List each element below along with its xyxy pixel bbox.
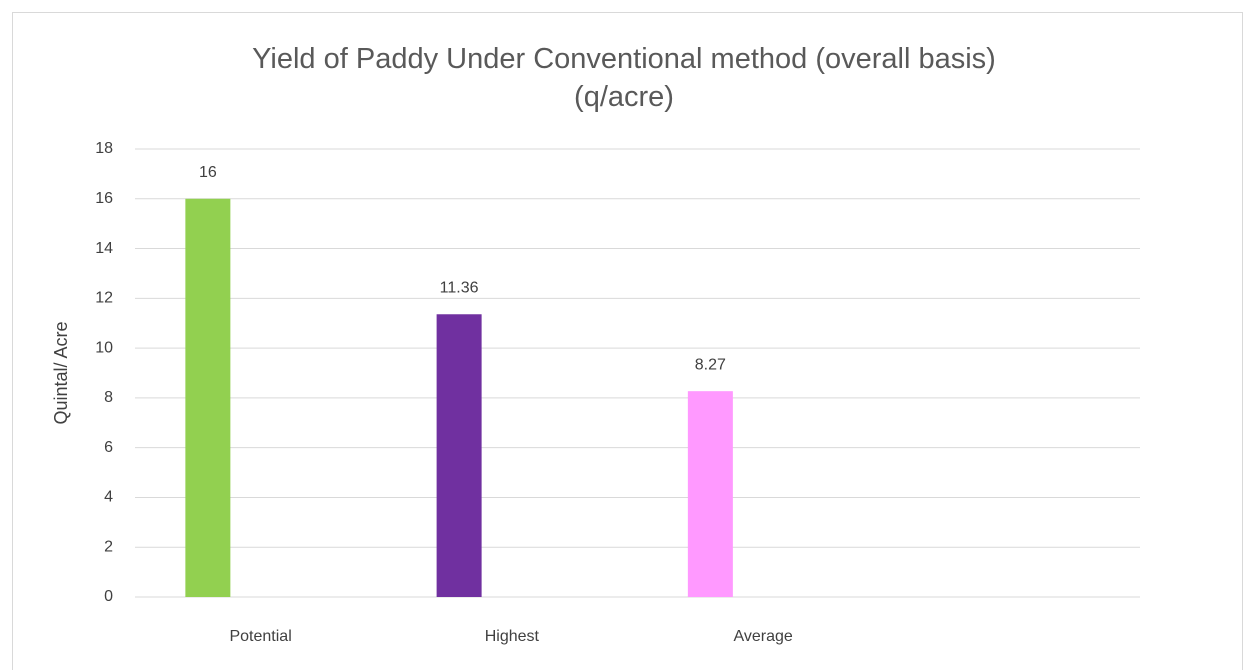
- y-axis-label: Quintal/ Acre: [51, 321, 71, 424]
- y-tick-label: 0: [104, 588, 113, 605]
- y-tick-label: 10: [95, 339, 113, 356]
- x-tick-label: Average: [733, 628, 792, 645]
- y-tick-label: 14: [95, 240, 113, 257]
- y-tick-label: 18: [95, 140, 113, 157]
- y-tick-label: 16: [95, 190, 113, 207]
- data-label: 16: [199, 164, 217, 181]
- data-label: 8.27: [695, 356, 726, 373]
- bar: [687, 391, 733, 597]
- bar: [436, 314, 482, 597]
- y-tick-label: 12: [95, 290, 113, 307]
- y-tick-label: 6: [104, 439, 113, 456]
- bar: [185, 198, 231, 597]
- x-tick-label: Highest: [485, 628, 540, 645]
- chart-border: [12, 12, 1243, 670]
- x-tick-label: Potential: [229, 628, 291, 645]
- y-tick-label: 2: [104, 538, 113, 555]
- y-tick-label: 4: [104, 489, 113, 506]
- data-label: 11.36: [440, 279, 479, 296]
- chart-title: Yield of Paddy Under Conventional method…: [252, 43, 996, 113]
- y-tick-label: 8: [104, 389, 113, 406]
